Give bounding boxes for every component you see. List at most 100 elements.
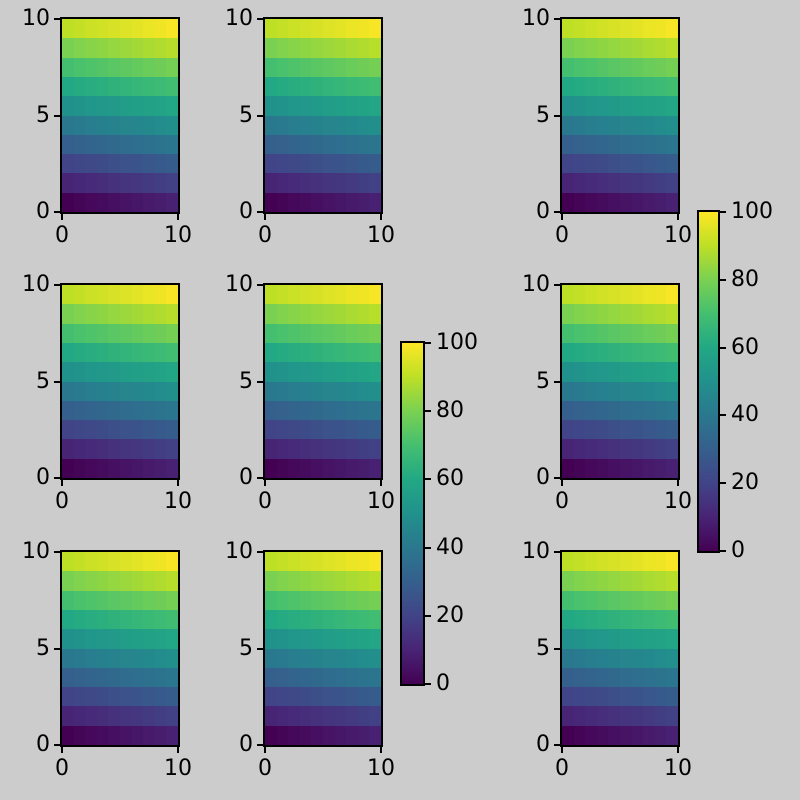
mesh-cell — [346, 706, 359, 727]
colorbar-tick — [423, 410, 431, 413]
mesh-cell — [573, 323, 586, 344]
mesh-cell — [311, 590, 324, 611]
mesh-cell — [323, 115, 336, 136]
mesh-cell — [154, 571, 167, 592]
y-tick — [554, 647, 562, 650]
mesh-cell — [276, 667, 289, 689]
mesh-cell — [596, 667, 609, 689]
colorbar-tick-label: 0 — [436, 671, 450, 696]
mesh-cell — [620, 76, 633, 98]
mesh-cell — [265, 76, 278, 98]
mesh-cell — [585, 706, 598, 727]
mesh-cell — [608, 323, 621, 344]
mesh-cell — [369, 38, 381, 59]
mesh-cell — [369, 76, 381, 98]
mesh-cell — [631, 552, 644, 573]
mesh-cell — [265, 629, 278, 650]
mesh-cell — [357, 458, 370, 478]
mesh-cell — [96, 173, 109, 194]
mesh-cell — [311, 154, 324, 175]
mesh-cell — [96, 285, 109, 306]
mesh-cell — [631, 57, 644, 78]
mesh-cell — [276, 687, 289, 708]
mesh-cell — [265, 134, 278, 156]
mesh-cell — [562, 648, 575, 669]
mesh-cell — [573, 304, 586, 325]
mesh-cell — [631, 76, 644, 98]
mesh-cell — [73, 706, 86, 727]
mesh-cell — [666, 648, 678, 669]
mesh-cell — [288, 687, 301, 708]
mesh-cell — [357, 362, 370, 383]
mesh-cell — [131, 19, 144, 40]
mesh-cell — [62, 725, 75, 745]
mesh-cell — [357, 285, 370, 306]
mesh-cell — [73, 173, 86, 194]
mesh-cell — [562, 19, 575, 40]
mesh-cell — [276, 96, 289, 117]
mesh-cell — [654, 134, 667, 156]
mesh-cell — [562, 154, 575, 175]
mesh-cell — [62, 609, 75, 631]
mesh-cell — [143, 667, 156, 689]
mesh-cell — [108, 571, 121, 592]
mesh-cell — [299, 381, 312, 402]
mesh-cell — [85, 439, 98, 460]
colorbar-tick-label: 100 — [731, 199, 773, 224]
mesh-cell — [154, 439, 167, 460]
mesh-cell — [131, 342, 144, 364]
y-tick — [54, 477, 62, 479]
mesh-cell — [120, 706, 133, 727]
mesh-cell — [643, 706, 656, 727]
mesh-cell — [666, 154, 678, 175]
mesh-cell — [96, 420, 109, 441]
mesh-cell — [620, 57, 633, 78]
mesh-cell — [265, 552, 278, 573]
mesh-cell — [369, 687, 381, 708]
mesh-cell — [154, 115, 167, 136]
x-tick-label: 10 — [164, 756, 192, 781]
mesh-cell — [654, 173, 667, 194]
mesh-cell — [585, 629, 598, 650]
colorbar-tick — [718, 550, 726, 552]
mesh-cell — [96, 38, 109, 59]
x-tick — [264, 478, 266, 486]
mesh-cell — [311, 362, 324, 383]
mesh-cell — [323, 458, 336, 478]
mesh-cell — [143, 590, 156, 611]
y-tick-label: 5 — [536, 635, 550, 661]
mesh-cell — [265, 687, 278, 708]
mesh-cell — [654, 571, 667, 592]
mesh-cell — [299, 38, 312, 59]
mesh-cell — [143, 725, 156, 745]
mesh-cell — [369, 362, 381, 383]
mesh-cell — [85, 154, 98, 175]
mesh-cell — [265, 323, 278, 344]
mesh-cell — [631, 19, 644, 40]
mesh-cell — [346, 687, 359, 708]
y-tick — [54, 380, 62, 383]
mesh-cell — [666, 706, 678, 727]
mesh-cell — [357, 115, 370, 136]
mesh-cell — [369, 725, 381, 745]
mesh-cell — [96, 57, 109, 78]
mesh-cell — [288, 115, 301, 136]
mesh-cell — [620, 362, 633, 383]
mesh-cell — [631, 609, 644, 631]
subplot-r3c1-mesh — [60, 550, 180, 747]
mesh-cell — [608, 381, 621, 402]
mesh-cell — [311, 667, 324, 689]
mesh-cell — [96, 19, 109, 40]
mesh-cell — [131, 590, 144, 611]
mesh-cell — [143, 323, 156, 344]
mesh-cell — [666, 173, 678, 194]
mesh-cell — [96, 381, 109, 402]
mesh-cell — [131, 648, 144, 669]
mesh-cell — [166, 667, 178, 689]
mesh-cell — [154, 458, 167, 478]
mesh-cell — [666, 552, 678, 573]
mesh-cell — [166, 154, 178, 175]
mesh-cell — [585, 154, 598, 175]
mesh-cell — [573, 57, 586, 78]
mesh-cell — [631, 667, 644, 689]
